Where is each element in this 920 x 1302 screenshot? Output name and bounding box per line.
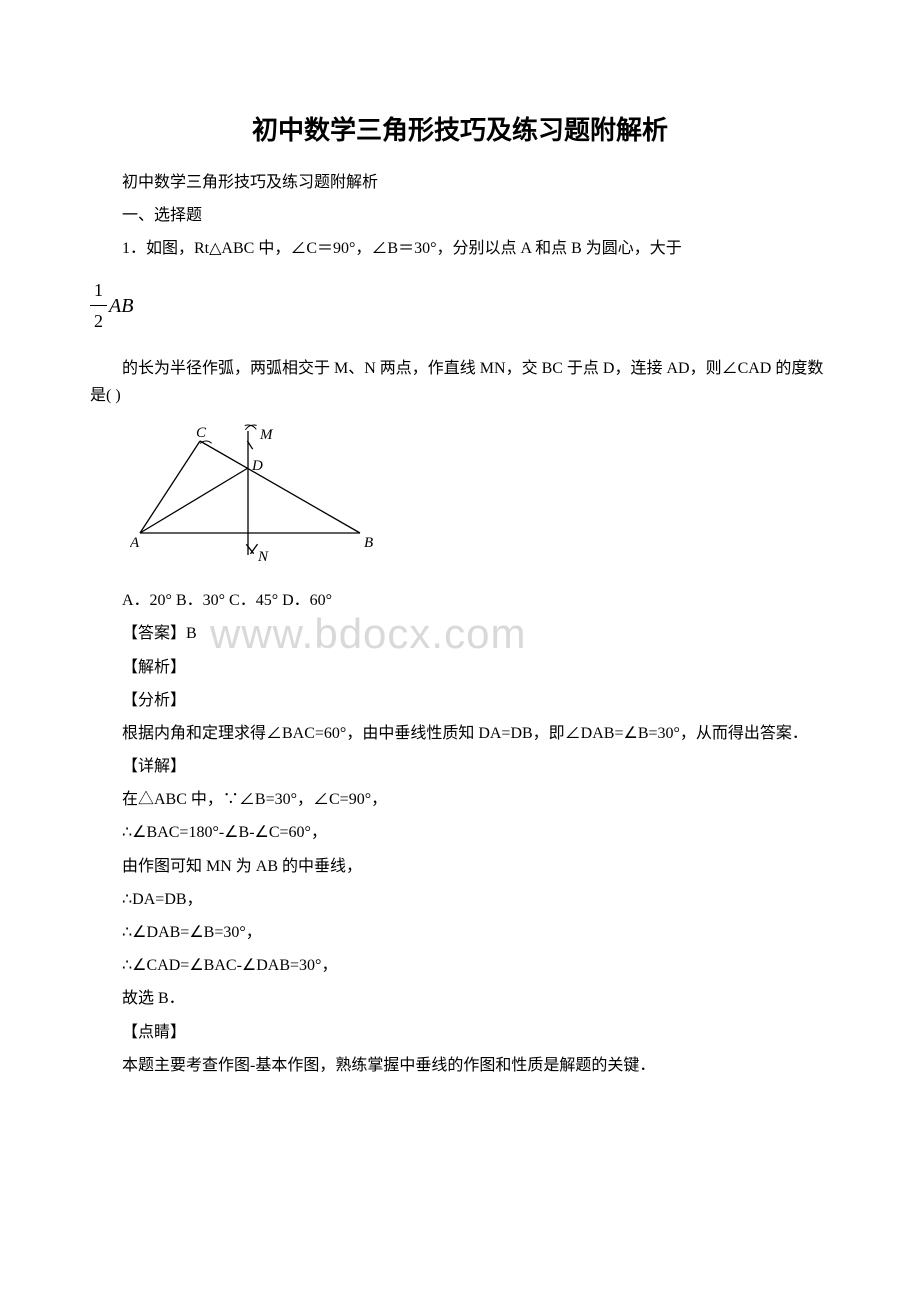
- svg-text:D: D: [251, 458, 263, 474]
- dianjing-text: 本题主要考查作图-基本作图，熟练掌握中垂线的作图和性质是解题的关键．: [90, 1052, 830, 1079]
- step-3: 由作图可知 MN 为 AB 的中垂线，: [90, 853, 830, 880]
- fenxi-label: 【分析】: [90, 687, 830, 714]
- svg-text:B: B: [364, 535, 373, 551]
- q1-stem-part2: 的长为半径作弧，两弧相交于 M、N 两点，作直线 MN，交 BC 于点 D，连接…: [90, 355, 830, 409]
- fenxi-text: 根据内角和定理求得∠BAC=60°，由中垂线性质知 DA=DB，即∠DAB=∠B…: [90, 720, 830, 747]
- step-7: 故选 B．: [90, 985, 830, 1012]
- step-6: ∴∠CAD=∠BAC-∠DAB=30°，: [90, 952, 830, 979]
- fraction-tail: AB: [109, 295, 133, 317]
- svg-text:N: N: [257, 549, 269, 565]
- doc-subtitle: 初中数学三角形技巧及练习题附解析: [90, 169, 830, 196]
- step-1: 在△ABC 中，∵∠B=30°，∠C=90°，: [90, 786, 830, 813]
- q1-fraction: 1 2 AB: [90, 269, 830, 343]
- q1-options: A．20° B．30° C．45° D．60°: [90, 587, 830, 614]
- section-heading: 一、选择题: [90, 202, 830, 229]
- svg-text:C: C: [196, 425, 207, 441]
- fraction-denominator: 2: [90, 306, 107, 337]
- answer-label: 【答案】B: [90, 620, 830, 647]
- doc-title: 初中数学三角形技巧及练习题附解析: [90, 110, 830, 147]
- q1-stem-part1: 1．如图，Rt△ABC 中，∠C＝90°，∠B＝30°，分别以点 A 和点 B …: [90, 235, 830, 262]
- jiexi-label: 【解析】: [90, 654, 830, 681]
- step-2: ∴∠BAC=180°-∠B-∠C=60°，: [90, 819, 830, 846]
- step-4: ∴DA=DB，: [90, 886, 830, 913]
- q1-figure: A B C DM N: [130, 423, 830, 573]
- step-5: ∴∠DAB=∠B=30°，: [90, 919, 830, 946]
- xiangjie-label: 【详解】: [90, 753, 830, 780]
- svg-text:A: A: [130, 535, 140, 551]
- dianjing-label: 【点睛】: [90, 1019, 830, 1046]
- svg-text:M: M: [259, 427, 274, 443]
- fraction-numerator: 1: [90, 275, 107, 307]
